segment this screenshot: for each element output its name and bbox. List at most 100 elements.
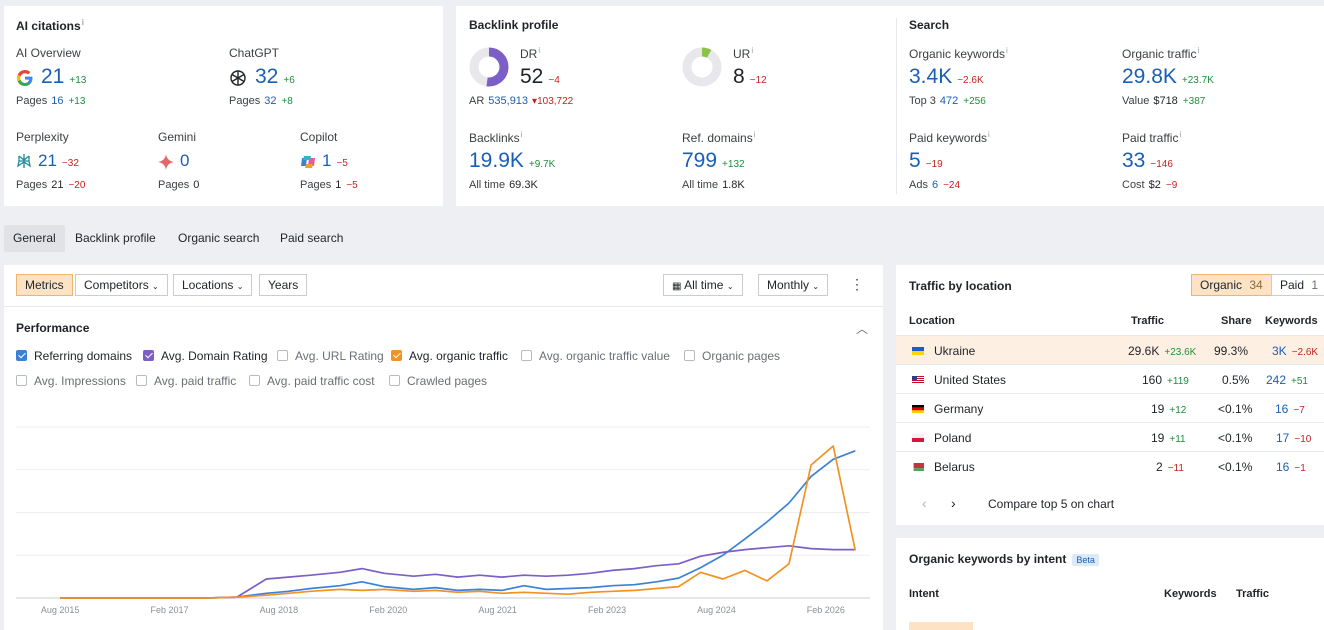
germany-flag-icon: [912, 405, 924, 413]
checkbox-avg-paid-traffic-cost[interactable]: Avg. paid traffic cost: [249, 374, 375, 388]
checkbox-avg-paid-traffic[interactable]: Avg. paid traffic: [136, 374, 236, 388]
copilot-label: Copilot: [300, 130, 338, 144]
tab-general[interactable]: General: [4, 225, 65, 252]
organic-keywords-label: Organic keywordsi: [909, 46, 1008, 61]
metrics-button[interactable]: Metrics: [16, 274, 73, 296]
perplexity-icon: [17, 154, 31, 168]
col-traffic[interactable]: Traffic: [1236, 588, 1270, 600]
traffic-by-location-card: Traffic by location Organic 34 Paid 1 Lo…: [896, 265, 1324, 525]
country-name: Germany: [934, 402, 984, 416]
locations-dropdown[interactable]: Locations ⌄: [173, 274, 253, 296]
table-row[interactable]: Germany 19 +12 <0.1% 16 −7: [896, 393, 1324, 422]
checkbox-avg-url-rating[interactable]: Avg. URL Rating: [277, 349, 384, 363]
x-tick-label: Feb 2020: [369, 605, 407, 615]
x-tick-label: Feb 2026: [807, 605, 845, 615]
backlink-profile-title: Backlink profile: [469, 18, 559, 32]
checkbox-avg-organic-traffic[interactable]: Avg. organic traffic: [391, 349, 508, 363]
checkbox-avg-impressions[interactable]: Avg. Impressions: [16, 374, 126, 388]
share-cell: 0.5%: [1222, 373, 1250, 387]
keywords-cell: 16 −1: [1276, 460, 1306, 474]
ukraine-flag-icon: [912, 347, 924, 355]
checkbox-referring-domains[interactable]: Referring domains: [16, 349, 132, 363]
copilot-icon: [301, 156, 315, 168]
organic-toggle[interactable]: Organic 34: [1191, 274, 1272, 296]
prev-page-icon[interactable]: ‹: [922, 495, 927, 511]
tab-organic-search[interactable]: Organic search: [178, 231, 260, 245]
date-range-dropdown[interactable]: ▦ All time ⌄: [663, 274, 743, 296]
checkbox-organic-pages[interactable]: Organic pages: [684, 349, 780, 363]
paid-keywords-ads: Ads 6 −24: [909, 179, 961, 191]
competitors-dropdown[interactable]: Competitors ⌄: [75, 274, 168, 296]
copilot-pages: Pages 1 −5: [300, 179, 358, 191]
overview-card: Backlink profile DRi 52 −4 AR 535,913 ▾103,…: [456, 6, 1324, 206]
perplexity-value[interactable]: 21 −32: [38, 151, 79, 170]
traffic-cell: 19 +12: [1151, 402, 1187, 416]
checkbox-avg-domain-rating[interactable]: Avg. Domain Rating: [143, 349, 268, 363]
gemini-pages: Pages 0: [158, 179, 200, 191]
paid-traffic-cost: Cost $2 −9: [1122, 179, 1178, 191]
next-page-icon[interactable]: ›: [951, 495, 956, 511]
col-share[interactable]: Share: [1221, 315, 1252, 327]
col-intent[interactable]: Intent: [909, 588, 939, 600]
country-name: United States: [934, 373, 1007, 387]
col-keywords[interactable]: Keywords: [1265, 315, 1318, 327]
tab-backlink-profile[interactable]: Backlink profile: [75, 231, 156, 245]
ai-overview-label: AI Overview: [16, 46, 81, 60]
paid-traffic-label: Paid traffici: [1122, 130, 1182, 145]
us-flag-icon: [912, 376, 924, 384]
ref-domains-label: Ref. domainsi: [682, 130, 756, 145]
country-name: Poland: [934, 431, 972, 445]
copilot-value[interactable]: 1 −5: [322, 151, 348, 170]
table-row[interactable]: United States 160 +119 0.5% 242 +51: [896, 364, 1324, 393]
checkbox-crawled-pages[interactable]: Crawled pages: [389, 374, 487, 388]
organic-traffic-value[interactable]: 29.8K +23.7K: [1122, 65, 1214, 88]
ur-donut-chart: [682, 47, 722, 87]
col-keywords[interactable]: Keywords: [1164, 588, 1217, 600]
share-cell: <0.1%: [1218, 460, 1253, 474]
x-tick-label: Feb 2023: [588, 605, 626, 615]
organic-keywords-value[interactable]: 3.4K −2.6K: [909, 65, 984, 88]
dr-label: DRi: [520, 46, 541, 61]
dr-donut-chart: [469, 47, 509, 87]
traffic-cell: 29.6K +23.6K: [1128, 344, 1197, 358]
dr-value: 52 −4: [520, 65, 560, 88]
paid-traffic-value[interactable]: 33 −146: [1122, 149, 1173, 172]
chevron-down-icon: ⌄: [726, 282, 734, 291]
series-line-avg-organic-traffic: [60, 445, 857, 599]
ai-overview-value[interactable]: 21 +13: [41, 65, 87, 88]
performance-line-chart: Aug 2015 Feb 2017 Aug 2018 Feb 2020 Aug 2021…: [16, 426, 870, 615]
years-button[interactable]: Years: [259, 274, 308, 296]
traffic-cell: 160 +119: [1142, 373, 1189, 387]
ref-domains-value[interactable]: 799 +132: [682, 149, 745, 172]
backlinks-value[interactable]: 19.9K +9.7K: [469, 149, 556, 172]
ur-value: 8 −12: [733, 65, 767, 88]
paid-toggle[interactable]: Paid 1: [1271, 274, 1324, 296]
compare-top5-link[interactable]: Compare top 5 on chart: [988, 497, 1115, 511]
paid-keywords-value[interactable]: 5 −19: [909, 149, 943, 172]
col-location[interactable]: Location: [909, 315, 955, 327]
col-traffic[interactable]: Traffic: [1131, 315, 1165, 327]
perplexity-label: Perplexity: [16, 130, 69, 144]
tab-paid-search[interactable]: Paid search: [280, 231, 344, 245]
section-divider: [896, 18, 897, 194]
chatgpt-icon: [230, 70, 246, 86]
paid-keywords-label: Paid keywordsi: [909, 130, 990, 145]
performance-card: Metrics Competitors ⌄ Locations ⌄ Years …: [4, 265, 883, 630]
backlinks-all-time: All time 69.3K: [469, 179, 538, 191]
checkbox-avg-organic-traffic-value[interactable]: Avg. organic traffic value: [521, 349, 670, 363]
chatgpt-pages: Pages 32 +8: [229, 95, 293, 107]
gemini-value[interactable]: 0: [180, 151, 190, 170]
table-row[interactable]: Ukraine 29.6K +23.6K 99.3% 3K −2.6K: [896, 335, 1324, 364]
organic-traffic-label: Organic traffici: [1122, 46, 1200, 61]
more-options-icon[interactable]: ⋮: [850, 276, 864, 292]
ref-domains-all-time: All time 1.8K: [682, 179, 745, 191]
x-tick-label: Aug 2018: [260, 605, 299, 615]
chatgpt-value[interactable]: 32 +6: [255, 65, 295, 88]
keywords-by-intent-title: Organic keywords by intent Beta: [909, 552, 1099, 566]
collapse-icon[interactable]: ︿: [856, 322, 869, 336]
table-row[interactable]: Poland 19 +11 <0.1% 17 −10: [896, 422, 1324, 451]
interval-dropdown[interactable]: Monthly ⌄: [758, 274, 829, 296]
table-row[interactable]: Belarus 2 −11 <0.1% 16 −1: [896, 451, 1324, 480]
x-tick-label: Aug 2024: [697, 605, 736, 615]
belarus-flag-icon: [912, 463, 924, 471]
